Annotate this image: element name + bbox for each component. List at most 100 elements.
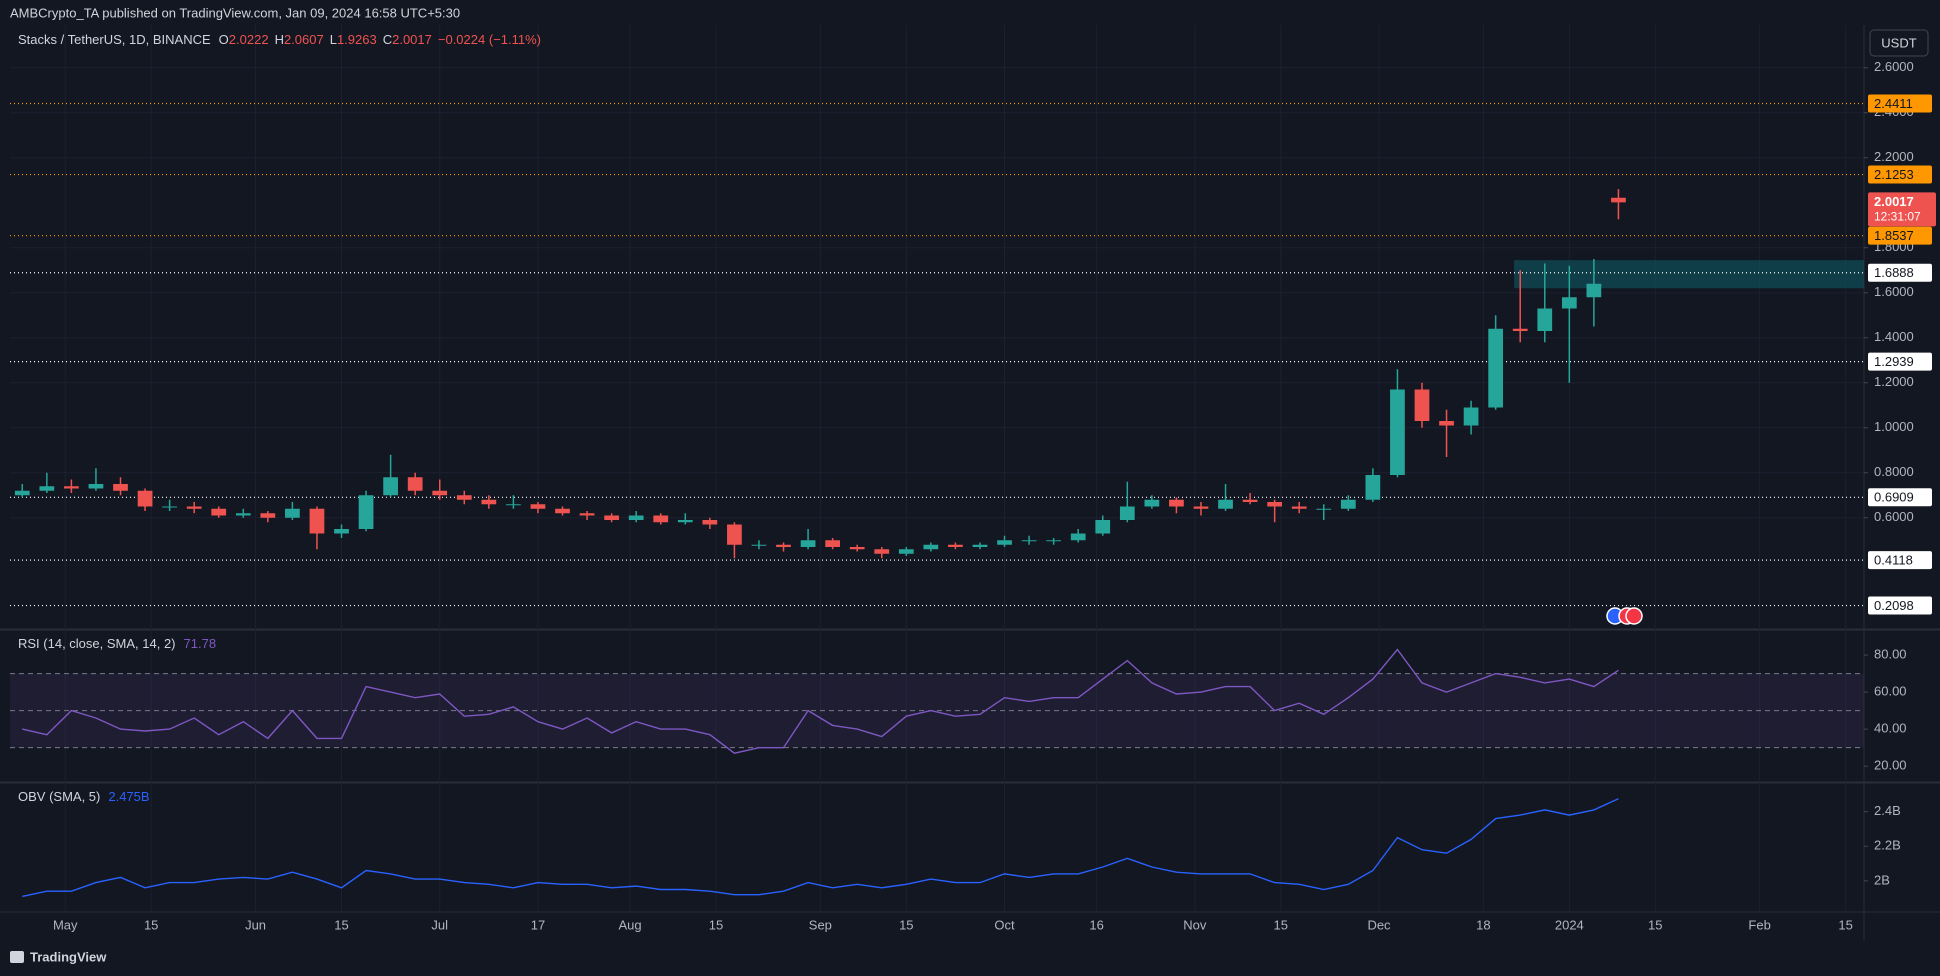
candle-body	[1242, 499, 1258, 502]
level-label: 0.6909	[1874, 490, 1914, 505]
y-tick-label: 2.2000	[1874, 149, 1914, 164]
candle-body	[751, 544, 767, 546]
legend-ohlc-label: H	[275, 32, 284, 47]
candle-body	[1512, 328, 1528, 331]
indicator-line	[22, 798, 1619, 898]
candle-body	[898, 549, 914, 554]
level-label: 1.8537	[1874, 228, 1914, 243]
candle-body	[1021, 540, 1037, 542]
level-label-bg	[1868, 226, 1932, 245]
event-icon	[1625, 607, 1643, 625]
x-tick-label: 2024	[1555, 917, 1584, 932]
indicator-line	[22, 648, 1619, 754]
candle-body	[1561, 297, 1577, 309]
candle-body	[456, 495, 472, 500]
legend-symbol: Stacks / TetherUS, 1D, BINANCE	[18, 32, 211, 47]
x-tick-label: Jun	[245, 917, 266, 932]
candle-body	[481, 499, 497, 505]
x-tick-label: 15	[1274, 917, 1288, 932]
x-tick-label: Aug	[618, 917, 641, 932]
currency[interactable]: USDT	[1881, 35, 1916, 50]
x-tick-label: Nov	[1183, 917, 1207, 932]
legend-change: −0.0224 (−1.11%)	[438, 32, 541, 47]
indicator-value: 2.475B	[108, 789, 149, 804]
candle-body	[14, 490, 30, 496]
candle-body	[604, 515, 619, 520]
candle-body	[579, 513, 595, 516]
candle-body	[1193, 506, 1209, 509]
candle-body	[923, 544, 939, 550]
indicator-value: 71.78	[184, 636, 217, 651]
candle-body	[555, 508, 570, 514]
x-tick-label: Dec	[1367, 917, 1391, 932]
legend: Stacks / TetherUS, 1D, BINANCE O2.0222 H 2.…	[18, 32, 541, 47]
x-tick-label: 15	[1838, 917, 1852, 932]
candle-body	[383, 477, 398, 496]
candle-body	[1291, 506, 1307, 509]
y-tick-label: 1.2000	[1874, 374, 1914, 389]
level-label: 2.4411	[1874, 96, 1913, 111]
y-tick-label: 60.00	[1874, 684, 1907, 699]
level-label-bg	[1868, 596, 1932, 615]
x-tick-label: 16	[1089, 917, 1103, 932]
indicator-legend: OBV (SMA, 5) 2.475B	[18, 789, 150, 804]
candle-body	[727, 524, 742, 545]
y-tick-label: 0.6000	[1874, 509, 1914, 524]
y-tick-label: 2B	[1874, 872, 1890, 887]
candle-body	[39, 486, 55, 491]
x-tick-label: May	[53, 917, 78, 932]
x-tick-label: 18	[1476, 917, 1490, 932]
candle-body	[972, 544, 988, 547]
candle-body	[1537, 308, 1553, 331]
legend-ohlc-label: O	[219, 32, 229, 47]
y-tick-label: 40.00	[1874, 721, 1907, 736]
candle-body	[1316, 508, 1332, 510]
candle-body	[1390, 389, 1405, 475]
y-tick-label: 80.00	[1874, 647, 1907, 662]
x-tick-label: 17	[531, 917, 545, 932]
y-tick-label: 20.00	[1874, 758, 1907, 773]
candle-body	[285, 508, 300, 518]
last-price: 2.0017	[1874, 194, 1914, 209]
legend-ohlc-label: L	[330, 32, 337, 47]
indicator-title: RSI (14, close, SMA, 14, 2)	[18, 636, 176, 651]
currency-button[interactable]	[1869, 29, 1929, 57]
candle-body	[825, 540, 841, 547]
logo-icon	[10, 951, 24, 963]
candle-body	[1439, 421, 1454, 426]
candle-body	[137, 490, 153, 507]
level-label-bg	[1868, 352, 1932, 371]
legend-ohlc-value: 2.0017	[392, 32, 432, 47]
level-label: 2.1253	[1874, 167, 1914, 182]
legend-ohlc-value: 2.0222	[229, 32, 269, 47]
candle-body	[776, 544, 791, 547]
candle-body	[407, 477, 423, 491]
legend-ohlc-value: 1.9263	[337, 32, 377, 47]
candle-body	[1365, 475, 1381, 500]
indicator-legend: RSI (14, close, SMA, 14, 2) 71.78	[18, 636, 216, 651]
y-tick-label: 0.8000	[1874, 464, 1914, 479]
candle-body	[1218, 499, 1233, 509]
legend-ohlc-label: C	[383, 32, 392, 47]
y-tick-label: 2.2B	[1874, 838, 1901, 853]
candle-body	[1095, 520, 1111, 534]
candle-body	[211, 508, 227, 516]
candle-body	[1267, 502, 1283, 507]
candle-body	[628, 515, 644, 520]
candle-body	[432, 490, 448, 496]
x-tick-label: Feb	[1748, 917, 1770, 932]
y-tick-label: 1.0000	[1874, 419, 1914, 434]
candle-body	[358, 495, 374, 529]
published-note: AMBCrypto_TA published on TradingView.co…	[10, 5, 460, 20]
x-tick-label: 15	[334, 917, 348, 932]
y-tick-label: 1.6000	[1874, 284, 1914, 299]
indicator-title: OBV (SMA, 5)	[18, 789, 100, 804]
x-tick-label: 15	[899, 917, 913, 932]
candle-body	[334, 529, 349, 534]
y-tick-label: 2.4B	[1874, 803, 1901, 818]
level-label-bg	[1868, 94, 1932, 113]
candle-body	[506, 504, 521, 506]
level-label-bg	[1868, 165, 1932, 184]
